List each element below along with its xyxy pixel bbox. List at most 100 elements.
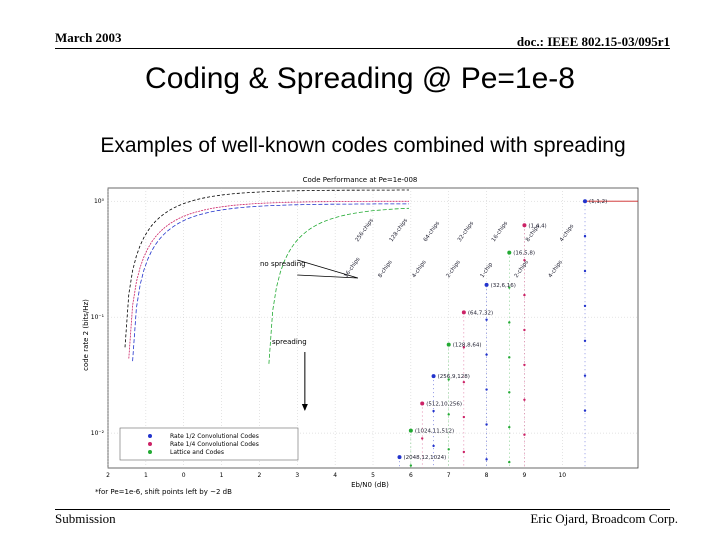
spread-point [485, 353, 488, 356]
code-point [522, 223, 527, 228]
spread-point [583, 374, 587, 377]
spread-point [447, 413, 450, 416]
spread-point [508, 321, 511, 324]
footnote-text: *for Pe=1e-6, shift points left by ~2 dB [95, 488, 232, 496]
x-tick-label: 7 [447, 472, 451, 479]
code-label: (2048,12,1024) [404, 455, 447, 461]
footer-author: Eric Ojard, Broadcom Corp. [530, 511, 678, 526]
chip-label-low: 4-chips [411, 259, 427, 279]
spread-point [523, 293, 526, 297]
code-point [420, 401, 425, 406]
code-label: (512,10,256) [426, 402, 462, 408]
spread-point [508, 460, 511, 464]
x-axis-label: Eb/N0 (dB) [351, 481, 389, 489]
chip-label-low: 16-chips [343, 256, 361, 279]
code-label: (64,7,32) [468, 310, 493, 316]
code-label: (1,4,4) [528, 223, 546, 229]
code-label: (128,8,64) [453, 343, 482, 349]
x-tick-label: 1 [144, 472, 148, 479]
x-tick-label: 6 [409, 472, 413, 479]
code-point [446, 342, 451, 347]
x-tick-label: 2 [106, 472, 110, 479]
chip-label-low: 2-chips [445, 259, 461, 279]
spread-point [432, 444, 435, 448]
chip-label-top: 32-chips [457, 220, 475, 243]
spread-point [583, 409, 587, 412]
y-tick-label: 10⁻² [91, 430, 105, 437]
spread-point [508, 391, 511, 394]
x-tick-label: 0 [182, 472, 186, 479]
performance-chart: 2 1 0 1 2 3 4 5 6 7 8 9 1010⁰10⁻¹10⁻²(1,1,2)(1,4,4)(… [82, 176, 639, 496]
code-label: (1024,11,512) [415, 429, 454, 435]
spread-point [583, 304, 587, 308]
chip-label-low: 4-chips [548, 259, 564, 279]
slide-subtitle: Examples of well-known codes combined wi… [100, 134, 626, 157]
legend-rate-quarter: Rate 1/4 Convolutional Codes [170, 441, 259, 448]
rate-half-curve [132, 203, 409, 362]
spread-point [523, 363, 526, 367]
no-spreading-arrow [297, 259, 358, 279]
code-label: (256,9,128) [438, 374, 470, 380]
header-rule [55, 48, 670, 49]
footer-rule [55, 509, 670, 510]
code-point [484, 282, 489, 287]
slide-title: Coding & Spreading @ Pe=1e-8 [145, 62, 575, 95]
spread-point [583, 339, 587, 343]
spread-point [485, 388, 488, 391]
spread-point [508, 286, 511, 289]
chip-label-top: 8-chips [525, 223, 541, 243]
chip-label-low: 1-chip [480, 261, 495, 279]
x-tick-label: 9 [523, 472, 527, 479]
plot-area: 2 1 0 1 2 3 4 5 6 7 8 9 1010⁰10⁻¹10⁻²(1,1,2)(1,4,4)(… [91, 187, 639, 479]
code-point [583, 199, 587, 204]
spread-point [523, 328, 526, 332]
no-spreading-arrow [297, 274, 358, 279]
spread-point [508, 425, 511, 429]
code-label: (1,1,2) [589, 199, 607, 205]
legend-marker-rate-quarter [148, 442, 152, 446]
spreading-arrowhead [301, 404, 308, 411]
spread-point [523, 398, 526, 401]
spread-point [462, 415, 466, 419]
spread-point [462, 346, 466, 349]
chip-label-low: 2-chips [514, 259, 530, 279]
header-doc-id: doc.: IEEE 802.15-03/095r1 [516, 34, 670, 49]
code-point [431, 374, 436, 379]
header-date: March 2003 [55, 30, 122, 45]
x-tick-label: 2 [258, 472, 262, 479]
x-tick-label: 1 [220, 472, 224, 479]
spread-point [421, 437, 424, 440]
spread-point [447, 378, 450, 381]
chip-label-top: 256-chips [355, 218, 375, 244]
legend: Rate 1/2 Convolutional Codes Rate 1/4 Co… [119, 427, 299, 461]
chip-label-top: 128-chips [389, 218, 409, 244]
spread-point [508, 356, 511, 359]
spread-point [583, 269, 587, 273]
legend-marker-lattice [148, 450, 152, 454]
code-label: (16,5,8) [513, 251, 535, 257]
spread-point [462, 380, 466, 384]
chip-label-top: 4-chips [559, 223, 575, 243]
no-spreading-label: no spreading [260, 260, 306, 268]
chip-label-low: 8-chips [377, 259, 393, 279]
legend-lattice: Lattice and Codes [170, 449, 224, 456]
x-tick-label: 10 [558, 472, 566, 479]
y-tick-label: 10⁰ [94, 198, 105, 205]
code-label: (32,6,16) [491, 283, 516, 289]
y-tick-label: 10⁻¹ [91, 314, 105, 321]
x-tick-label: 5 [371, 472, 375, 479]
spread-point [583, 234, 587, 238]
capacity-curve [124, 189, 409, 348]
spread-point [409, 464, 413, 467]
code-point [408, 428, 413, 433]
x-tick-label: 3 [295, 472, 299, 479]
y-axis-label: code rate 2 (bits/Hz) [82, 299, 90, 371]
spread-point [523, 433, 526, 436]
spread-point [523, 258, 526, 262]
lattice-curve [268, 207, 410, 364]
x-tick-label: 4 [333, 472, 337, 479]
legend-marker-rate-half [148, 434, 152, 438]
footer-submission: Submission [55, 511, 116, 526]
spread-point [462, 450, 466, 454]
spread-point [485, 318, 488, 321]
